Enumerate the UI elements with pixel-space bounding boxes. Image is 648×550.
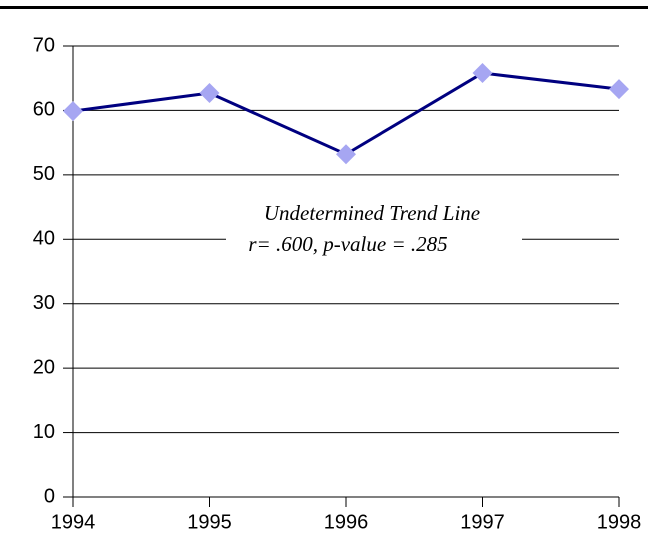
data-marker (472, 63, 493, 84)
y-tick-label: 30 (33, 292, 55, 314)
annotation: r= .600, p-value = .285 (248, 232, 447, 256)
y-tick-label: 40 (33, 228, 55, 250)
x-tick-label: 1998 (597, 511, 642, 533)
annotation-box (226, 196, 522, 262)
data-marker (609, 79, 629, 100)
y-tick-label: 20 (33, 356, 55, 378)
y-tick-label: 10 (33, 421, 55, 443)
top-rule (0, 6, 648, 9)
annotation: Undetermined Trend Line (264, 201, 480, 225)
data-marker (63, 101, 83, 122)
x-tick-label: 1994 (51, 511, 96, 533)
x-tick-label: 1997 (460, 511, 505, 533)
y-tick-label: 0 (44, 485, 55, 507)
y-tick-label: 60 (33, 99, 55, 121)
x-tick-label: 1995 (187, 511, 232, 533)
data-line (72, 71, 620, 156)
data-marker (199, 83, 220, 104)
x-tick-label: 1996 (324, 511, 369, 533)
data-marker (336, 144, 356, 165)
y-tick-label: 70 (33, 34, 55, 56)
y-tick-label: 50 (33, 163, 55, 185)
